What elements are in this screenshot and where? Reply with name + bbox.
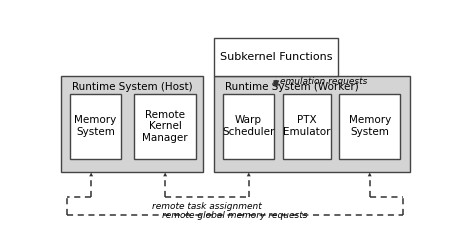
Bar bbox=[340, 94, 400, 159]
Bar bbox=[214, 76, 409, 172]
Text: Memory
System: Memory System bbox=[348, 116, 391, 137]
Text: Subkernel Functions: Subkernel Functions bbox=[220, 52, 332, 62]
Text: Warp
Scheduler: Warp Scheduler bbox=[223, 116, 275, 137]
Text: Remote
Kernel
Manager: Remote Kernel Manager bbox=[142, 110, 188, 143]
Text: emulation requests: emulation requests bbox=[280, 76, 368, 86]
Text: PTX
Emulator: PTX Emulator bbox=[283, 116, 330, 137]
Text: Memory
System: Memory System bbox=[74, 116, 117, 137]
Text: remote global memory requests: remote global memory requests bbox=[162, 211, 308, 220]
Bar bbox=[70, 94, 122, 159]
Bar bbox=[214, 38, 338, 76]
Text: remote task assignment: remote task assignment bbox=[152, 202, 262, 211]
Text: Runtime System (Worker): Runtime System (Worker) bbox=[224, 82, 358, 92]
Bar bbox=[134, 94, 196, 159]
Text: Runtime System (Host): Runtime System (Host) bbox=[72, 82, 192, 92]
Bar bbox=[61, 76, 203, 172]
Bar bbox=[283, 94, 330, 159]
Bar bbox=[223, 94, 274, 159]
